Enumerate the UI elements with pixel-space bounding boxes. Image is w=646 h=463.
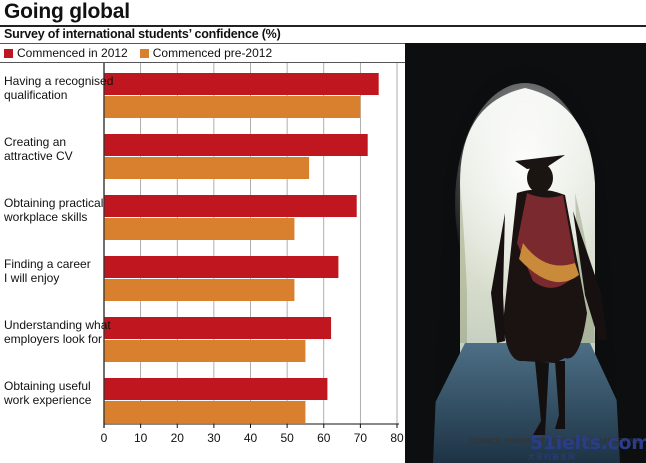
graduate-photo xyxy=(405,43,646,463)
category-label-5-1: work experience xyxy=(3,393,92,407)
category-label-3-0: Finding a career xyxy=(4,257,91,271)
category-label-4-0: Understanding what xyxy=(4,318,111,332)
bar-2012-0 xyxy=(104,73,379,95)
legend-divider xyxy=(0,62,646,63)
legend-label-2012: Commenced in 2012 xyxy=(17,46,128,60)
x-tick-label-20: 20 xyxy=(171,431,185,445)
category-label-1-1: attractive CV xyxy=(4,149,73,163)
x-tick-label-70: 70 xyxy=(354,431,368,445)
x-tick-label-0: 0 xyxy=(101,431,108,445)
graduate-silhouette-icon xyxy=(405,43,646,463)
subtitle-divider xyxy=(0,43,646,44)
watermark-logo: 51ielts.com xyxy=(530,432,646,454)
bar-2012-4 xyxy=(104,317,332,339)
legend: Commenced in 2012 Commenced pre-2012 xyxy=(4,45,284,61)
category-label-2-1: workplace skills xyxy=(3,210,87,224)
bar-2012-3 xyxy=(104,256,339,278)
bar-pre2012-5 xyxy=(104,401,306,423)
bar-pre2012-2 xyxy=(104,218,295,240)
category-label-5-0: Obtaining useful xyxy=(4,379,91,393)
x-tick-label-50: 50 xyxy=(280,431,294,445)
legend-item-pre2012: Commenced pre-2012 xyxy=(139,46,273,60)
legend-label-pre2012: Commenced pre-2012 xyxy=(152,46,273,60)
x-tick-label-30: 30 xyxy=(207,431,221,445)
category-label-1-0: Creating an xyxy=(4,135,66,149)
category-label-3-1: I will enjoy xyxy=(4,271,59,285)
legend-swatch-pre2012 xyxy=(139,48,149,58)
legend-item-2012: Commenced in 2012 xyxy=(4,46,128,60)
chart-subtitle: Survey of international students’ confid… xyxy=(4,27,281,41)
bar-chart: 0 10 20 30 40 50 60 70 80 Having a recognisedqual… xyxy=(3,63,404,445)
bar-pre2012-1 xyxy=(104,157,310,179)
title-divider xyxy=(0,25,646,27)
bar-2012-5 xyxy=(104,378,328,400)
source-note: SOURCE: PROSPECT RESEARCH & MARKETING xyxy=(469,438,640,445)
bar-2012-1 xyxy=(104,134,368,156)
x-tick-label-40: 40 xyxy=(244,431,258,445)
category-label-2-0: Obtaining practical xyxy=(4,196,103,210)
category-label-0-1: qualification xyxy=(4,88,67,102)
watermark-subtext: 大家的雅思网 xyxy=(528,454,576,461)
x-tick-label-10: 10 xyxy=(134,431,148,445)
bar-2012-2 xyxy=(104,195,357,217)
bar-pre2012-0 xyxy=(104,96,361,118)
legend-swatch-2012 xyxy=(4,48,13,58)
bar-pre2012-3 xyxy=(104,279,295,301)
category-label-4-1: employers look for xyxy=(4,332,102,346)
category-label-0-0: Having a recognised xyxy=(4,74,113,88)
chart-title: Going global xyxy=(4,0,130,23)
bar-pre2012-4 xyxy=(104,340,306,362)
x-tick-label-80: 80 xyxy=(390,431,404,445)
x-tick-label-60: 60 xyxy=(317,431,331,445)
